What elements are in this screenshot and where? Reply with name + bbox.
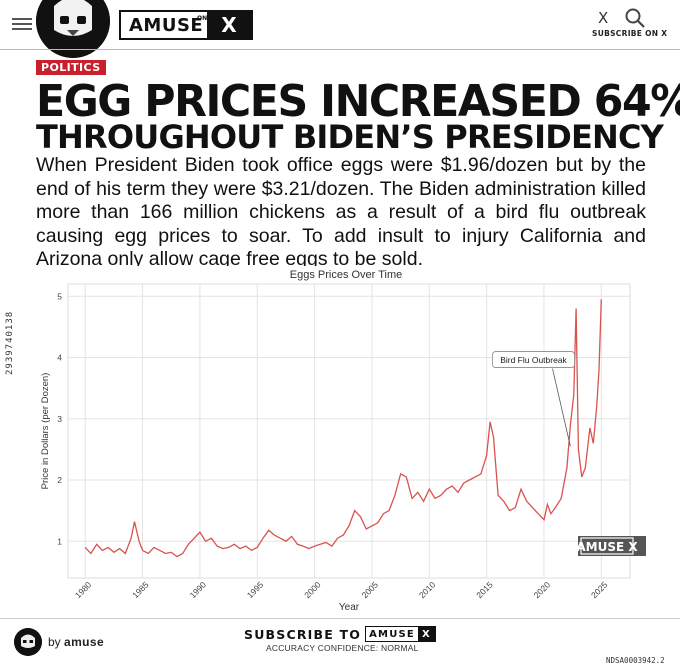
subscribe-to-cta[interactable]: SUBSCRIBE TO AMUSE X xyxy=(244,626,436,642)
egg-price-chart: Eggs Prices Over Time 1980 1985 1990 1995 20… xyxy=(34,266,646,614)
y-tick-label: 2 xyxy=(57,475,62,485)
footer-logo-x: X xyxy=(417,627,435,641)
footer-avatar[interactable] xyxy=(14,628,42,656)
annotation-label: Bird Flu Outbreak xyxy=(500,355,567,365)
footer-divider xyxy=(0,618,680,619)
byline-prefix: by xyxy=(48,635,61,649)
subscribe-on-x-link[interactable]: SUBSCRIBE ON X xyxy=(592,29,668,38)
y-tick-label: 3 xyxy=(57,414,62,424)
header-divider xyxy=(0,49,680,50)
byline[interactable]: by amuse xyxy=(48,635,104,649)
y-tick-label: 4 xyxy=(57,353,62,363)
annotation-box xyxy=(492,351,575,368)
search-icon[interactable] xyxy=(624,7,646,29)
logo-on-label: ON xyxy=(197,15,208,22)
document-id: NDSA0003942.2 xyxy=(606,656,665,665)
y-tick-label: 1 xyxy=(57,536,62,546)
price-series-line xyxy=(84,299,602,558)
byline-author: amuse xyxy=(64,635,105,649)
watermark-text: AMUSE X xyxy=(576,540,638,554)
footer-logo: AMUSE X xyxy=(365,626,436,642)
accuracy-confidence: ACCURACY CONFIDENCE: NORMAL xyxy=(266,643,419,653)
logo-word: AMUSE xyxy=(129,14,204,36)
logo-x-letter: X xyxy=(221,13,237,37)
avatar[interactable] xyxy=(36,0,110,58)
y-axis-label: Price in Dollars (per Dozen) xyxy=(40,373,51,490)
headline-line-1: EGG PRICES INCREASED 64% xyxy=(36,76,680,127)
amuse-logo[interactable]: AMUSE ON X xyxy=(119,10,253,40)
x-platform-icon[interactable]: X xyxy=(598,9,609,27)
stormtrooper-helmet-icon xyxy=(36,0,110,58)
article-body: When President Biden took office eggs we… xyxy=(36,154,646,270)
x-axis-label: Year xyxy=(339,602,360,613)
category-badge[interactable]: POLITICS xyxy=(36,60,106,75)
subscribe-to-label: SUBSCRIBE TO xyxy=(244,626,362,642)
annotation-arrow xyxy=(552,368,571,447)
watermark: AMUSE X xyxy=(576,536,646,556)
footer-logo-word: AMUSE xyxy=(369,628,415,640)
logo-x-block: ON X xyxy=(197,12,251,38)
chart-title: Eggs Prices Over Time xyxy=(290,269,402,281)
side-code: 2939740138 xyxy=(5,310,15,375)
plot-area xyxy=(67,283,631,579)
hamburger-menu-icon[interactable] xyxy=(12,18,32,32)
y-tick-label: 5 xyxy=(57,291,62,301)
headline-line-2: THROUGHOUT BIDEN’S PRESIDENCY xyxy=(36,118,664,156)
